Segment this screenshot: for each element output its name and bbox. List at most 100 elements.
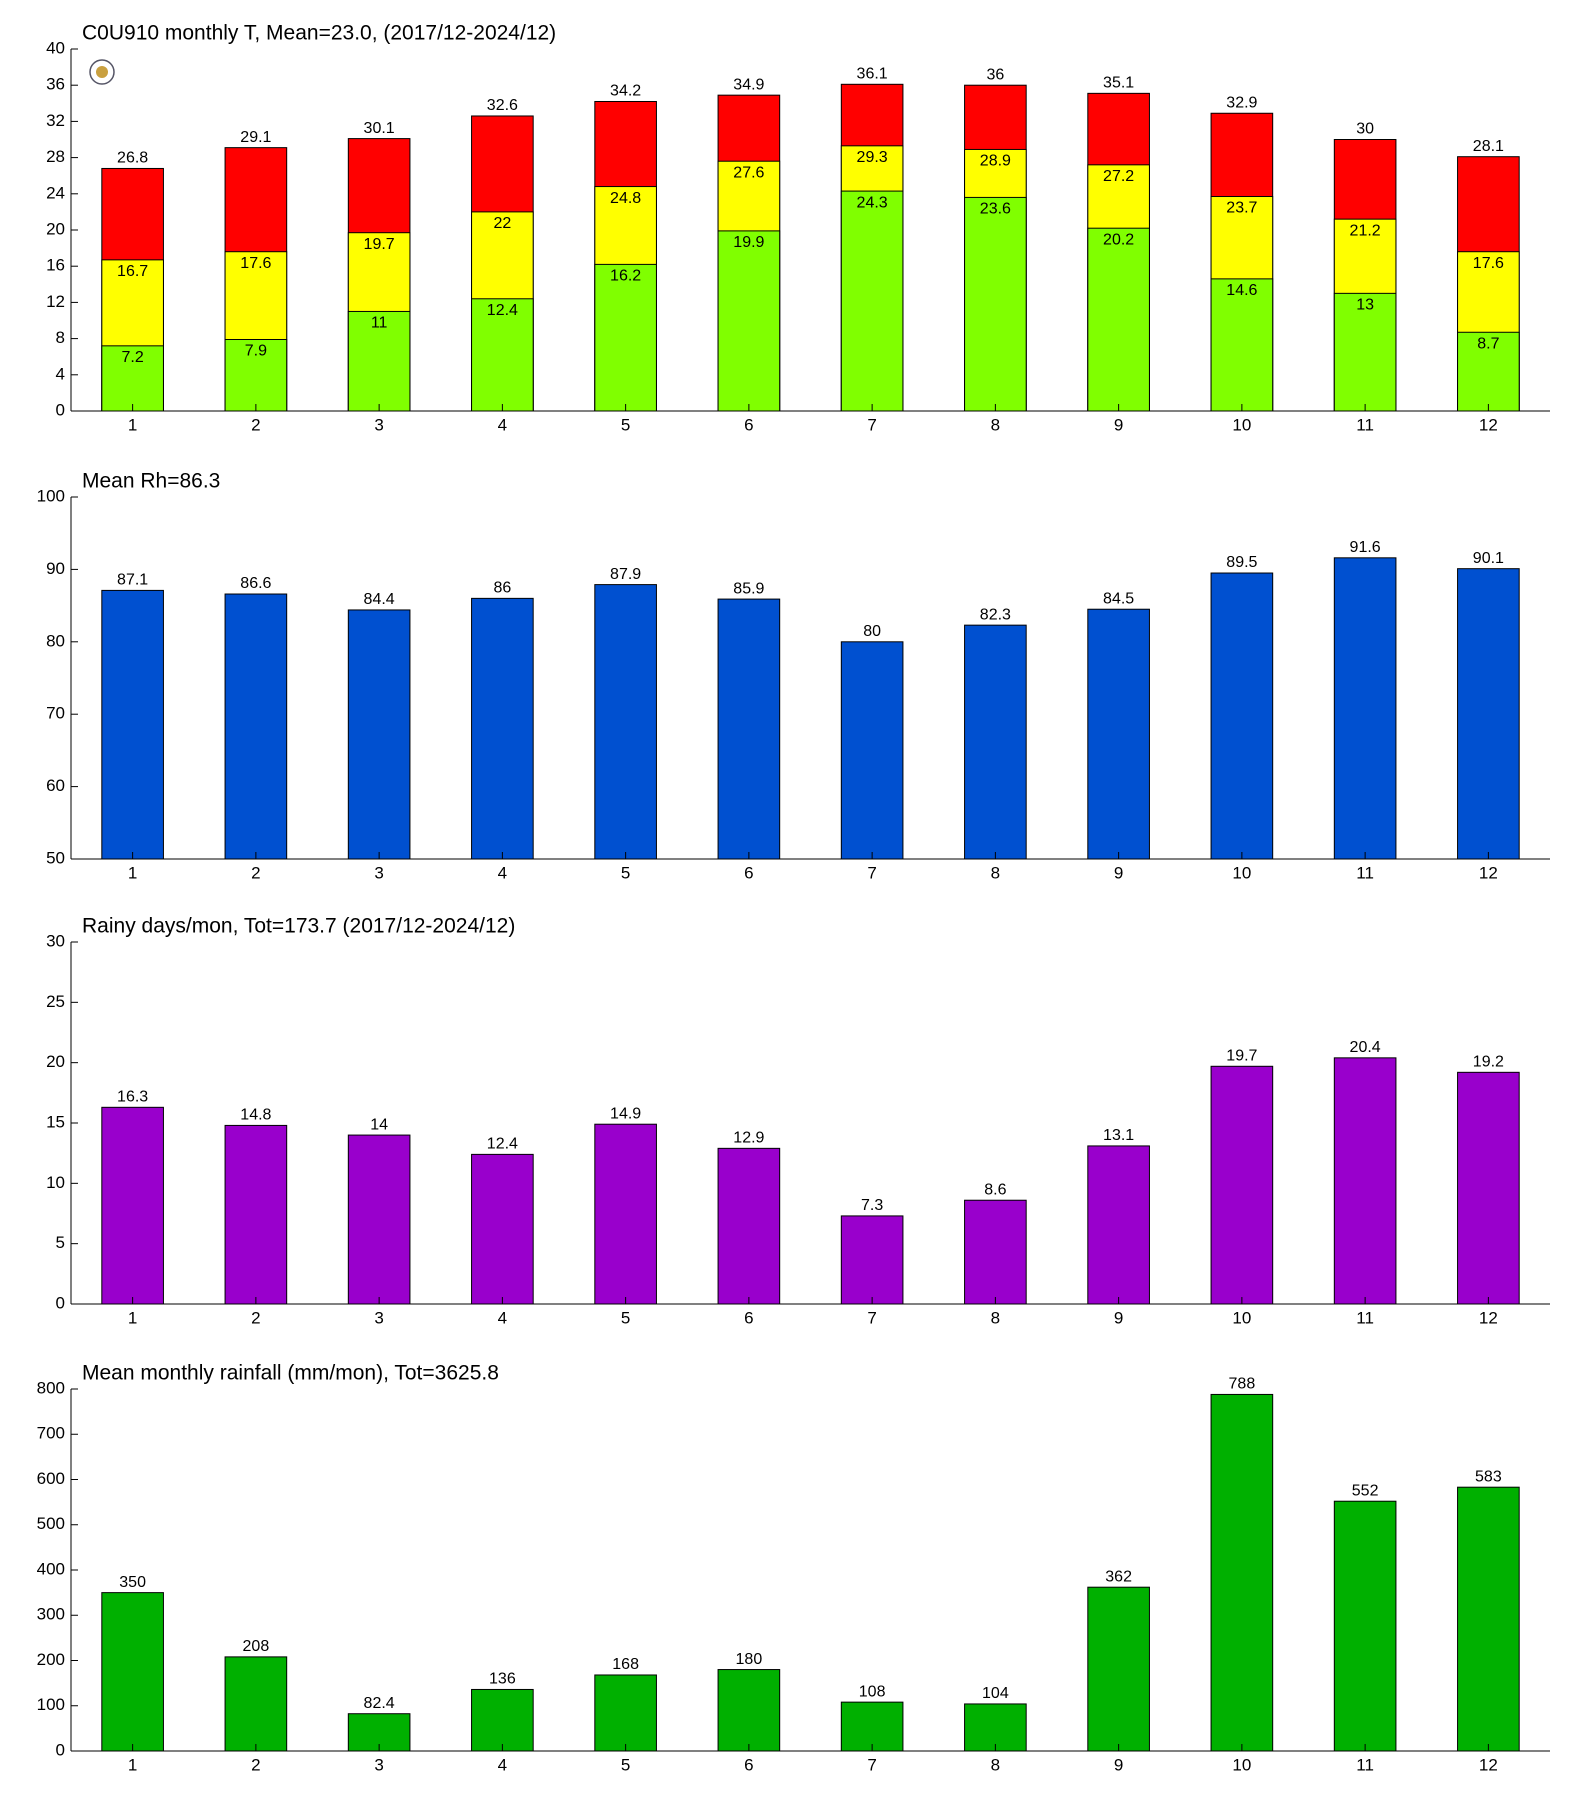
y-tick-label: 32 bbox=[46, 111, 65, 130]
bar bbox=[1457, 568, 1520, 860]
y-tick-label: 28 bbox=[46, 147, 65, 166]
y-tick-label: 15 bbox=[46, 1112, 65, 1131]
x-tick-label: 6 bbox=[744, 1308, 753, 1327]
value-label: 20.4 bbox=[1350, 1039, 1381, 1056]
bar bbox=[1210, 572, 1274, 860]
x-tick-label: 12 bbox=[1479, 1755, 1498, 1774]
x-tick-label: 12 bbox=[1479, 415, 1498, 434]
bar bbox=[101, 589, 164, 860]
bar bbox=[964, 1199, 1027, 1305]
value-label: 36.1 bbox=[857, 66, 888, 83]
bar bbox=[1333, 1500, 1397, 1752]
value-label: 86.6 bbox=[240, 575, 271, 592]
value-label: 87.1 bbox=[117, 572, 148, 589]
value-label: 29.3 bbox=[857, 149, 888, 166]
bar bbox=[964, 1703, 1027, 1752]
chart-title: C0U910 monthly T, Mean=23.0, (2017/12-20… bbox=[82, 22, 556, 45]
x-tick-label: 10 bbox=[1232, 415, 1251, 434]
x-tick-label: 3 bbox=[374, 1755, 383, 1774]
value-label: 34.9 bbox=[733, 76, 764, 93]
value-label: 8.7 bbox=[1477, 335, 1499, 352]
x-tick-label: 9 bbox=[1114, 863, 1123, 882]
bar bbox=[1333, 557, 1397, 860]
y-tick-label: 0 bbox=[56, 1293, 65, 1312]
x-tick-label: 6 bbox=[744, 415, 753, 434]
bar bbox=[471, 1688, 534, 1752]
value-label: 24.8 bbox=[610, 190, 641, 207]
y-tick-label: 60 bbox=[46, 776, 65, 795]
x-tick-label: 7 bbox=[867, 415, 876, 434]
value-label: 27.6 bbox=[733, 164, 764, 181]
y-tick-label: 70 bbox=[46, 704, 65, 723]
value-label: 16.7 bbox=[117, 263, 148, 280]
y-tick-label: 500 bbox=[37, 1514, 65, 1533]
value-label: 29.1 bbox=[240, 129, 271, 146]
y-tick-label: 400 bbox=[37, 1559, 65, 1578]
bar bbox=[964, 624, 1027, 860]
bar bbox=[101, 345, 164, 412]
bar bbox=[964, 196, 1027, 412]
x-tick-label: 2 bbox=[251, 1755, 260, 1774]
bar bbox=[224, 593, 288, 860]
y-tick-label: 24 bbox=[46, 183, 65, 202]
x-tick-label: 3 bbox=[374, 415, 383, 434]
x-tick-label: 1 bbox=[128, 863, 137, 882]
bar bbox=[717, 598, 781, 860]
chart-title: Rainy days/mon, Tot=173.7 (2017/12-2024/… bbox=[82, 915, 515, 938]
x-tick-label: 1 bbox=[128, 1755, 137, 1774]
logo bbox=[89, 59, 115, 85]
y-tick-label: 100 bbox=[37, 486, 65, 505]
x-tick-label: 3 bbox=[374, 863, 383, 882]
bar bbox=[471, 1153, 534, 1305]
bar bbox=[1333, 1057, 1397, 1305]
value-label: 27.2 bbox=[1103, 168, 1134, 185]
value-label: 21.2 bbox=[1350, 222, 1381, 239]
y-tick-label: 100 bbox=[37, 1695, 65, 1714]
x-tick-label: 10 bbox=[1232, 1308, 1251, 1327]
y-tick-label: 50 bbox=[46, 848, 65, 867]
bar bbox=[101, 1106, 164, 1305]
y-tick-label: 20 bbox=[46, 1052, 65, 1071]
x-tick-label: 9 bbox=[1114, 1308, 1123, 1327]
value-label: 23.7 bbox=[1226, 200, 1257, 217]
bar bbox=[1210, 278, 1274, 412]
value-label: 84.4 bbox=[364, 591, 395, 608]
value-label: 11 bbox=[371, 315, 388, 332]
bar bbox=[1457, 1486, 1520, 1752]
x-tick-label: 7 bbox=[867, 863, 876, 882]
value-label: 91.6 bbox=[1350, 539, 1381, 556]
x-tick-label: 5 bbox=[621, 1755, 630, 1774]
x-tick-label: 2 bbox=[251, 863, 260, 882]
x-tick-label: 2 bbox=[251, 415, 260, 434]
value-label: 28.1 bbox=[1473, 138, 1504, 155]
y-tick-label: 600 bbox=[37, 1469, 65, 1488]
x-tick-label: 12 bbox=[1479, 863, 1498, 882]
x-tick-label: 7 bbox=[867, 1308, 876, 1327]
y-tick-label: 90 bbox=[46, 559, 65, 578]
y-tick-label: 25 bbox=[46, 992, 65, 1011]
x-tick-label: 6 bbox=[744, 863, 753, 882]
y-tick-label: 12 bbox=[46, 292, 65, 311]
value-label: 17.6 bbox=[1473, 255, 1504, 272]
value-label: 12.4 bbox=[487, 302, 518, 319]
x-tick-label: 11 bbox=[1356, 1755, 1374, 1774]
chart-title: Mean monthly rainfall (mm/mon), Tot=3625… bbox=[82, 1362, 499, 1385]
bar bbox=[1087, 1145, 1150, 1305]
y-tick-label: 80 bbox=[46, 631, 65, 650]
bar bbox=[1210, 1065, 1274, 1305]
bar bbox=[1333, 292, 1397, 412]
value-label: 14.9 bbox=[610, 1105, 641, 1122]
value-label: 7.2 bbox=[122, 349, 144, 366]
value-label: 87.9 bbox=[610, 566, 641, 583]
y-tick-label: 5 bbox=[56, 1233, 65, 1252]
value-label: 14.6 bbox=[1226, 282, 1257, 299]
x-tick-label: 12 bbox=[1479, 1308, 1498, 1327]
y-tick-label: 4 bbox=[56, 364, 65, 383]
value-label: 208 bbox=[243, 1638, 270, 1655]
x-tick-label: 5 bbox=[621, 415, 630, 434]
y-tick-label: 700 bbox=[37, 1424, 65, 1443]
value-label: 36 bbox=[986, 66, 1004, 83]
value-label: 24.3 bbox=[857, 194, 888, 211]
y-tick-label: 20 bbox=[46, 219, 65, 238]
value-label: 7.3 bbox=[861, 1197, 883, 1214]
